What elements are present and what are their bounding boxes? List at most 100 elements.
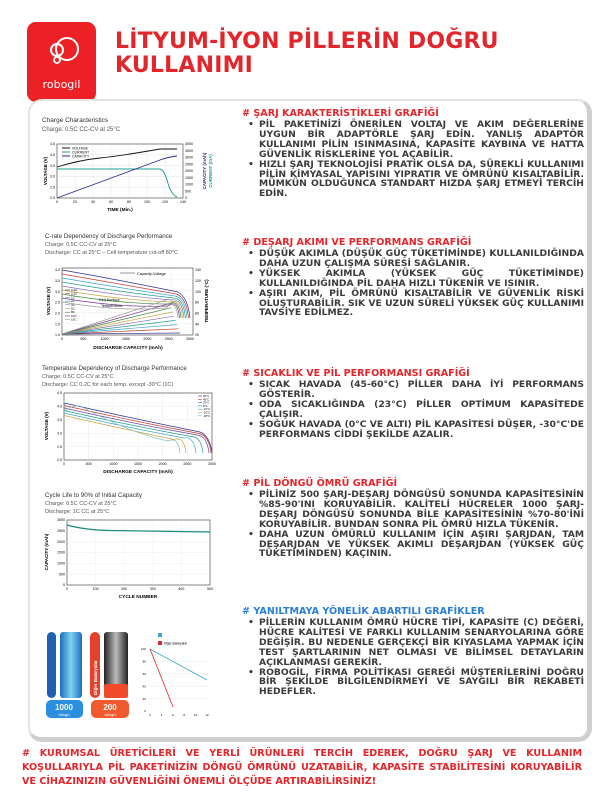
legend-label: 15C xyxy=(71,318,77,322)
chart-subtitle: Charge: 0.5C CC-CV at 25°C xyxy=(42,127,121,133)
tick-label: 3.5 xyxy=(50,164,55,168)
bullet: ROBOGİL, FİRMA POLİTİKASI GEREĞİ MÜŞTERİ… xyxy=(248,667,584,698)
annotation-capacity-voltage: Capacity-Voltage xyxy=(137,272,166,276)
tick-label: 2500 xyxy=(183,462,191,466)
discharge-curve xyxy=(61,293,182,319)
tick-label: 1500 xyxy=(57,551,65,555)
badge-ours-unit: döngü xyxy=(58,712,69,717)
tick-label: 0 xyxy=(185,196,187,200)
tick-label: 500 xyxy=(86,462,92,466)
red-side-bar xyxy=(90,632,100,698)
tick-label: 1000 xyxy=(101,337,109,341)
tick-label: 2.0 xyxy=(55,312,60,316)
tick-label: 140 xyxy=(180,200,186,204)
discharge-curve xyxy=(63,407,210,454)
tick-label: 4.5 xyxy=(57,391,62,395)
tick-label: 60 xyxy=(143,672,147,676)
tick-label: 40 xyxy=(143,684,147,688)
tick-label: 40 xyxy=(195,322,199,326)
tick-label: 200 xyxy=(121,587,127,591)
section-discharge: # DEŞARJ AKIMI VE PERFORMANS GRAFİĞİ DÜŞ… xyxy=(242,237,584,318)
tick-label: 500 xyxy=(185,189,191,193)
other-batteries-label: Diğer Bataryalar xyxy=(93,660,98,695)
cycle-life-chart: Cycle Life to 90% of Initial Capacity Ch… xyxy=(44,492,213,600)
annotation-cell-surface: Cell Surface xyxy=(99,298,120,302)
tick-label: 2.5 xyxy=(55,301,60,305)
logo-wordmark: robogil xyxy=(42,78,81,91)
badge-other xyxy=(91,700,129,718)
capacity-line xyxy=(56,155,178,199)
tick-label: 80 xyxy=(195,301,199,305)
c-rate-discharge-chart: C-rate Dependency of Discharge Performan… xyxy=(45,233,209,351)
chart-subtitle-2: Discharge: 1C CC at 25°C xyxy=(45,509,109,515)
tick-label: 0 xyxy=(63,462,65,466)
tick-label: 20 xyxy=(143,697,147,701)
tick-label: 500 xyxy=(80,337,86,341)
tick-label: 3.0 xyxy=(55,290,60,294)
tick-label: 500 xyxy=(59,572,65,576)
chart-title: Temperature Dependency of Discharge Perf… xyxy=(42,365,187,372)
bullet: PİLİNİZ 500 ŞARJ-DEŞARJ DÖNGÜSÜ SONUNDA … xyxy=(248,490,584,530)
tick-label: 2 xyxy=(149,713,151,717)
tick-label: 2.0 xyxy=(57,458,62,462)
discharge-curve xyxy=(63,402,213,454)
badge-other-number: 200 xyxy=(103,703,117,712)
tick-label: 2000 xyxy=(57,540,65,544)
legend-ours-swatch xyxy=(158,633,162,637)
y3-axis-label: CURRENT (mA) xyxy=(208,154,213,188)
legend-label: 0°C xyxy=(203,404,208,408)
legend-label: -10°C xyxy=(203,407,210,411)
tick-label: 4 xyxy=(161,713,163,717)
x-axis-label: DISCHARGE CAPACITY (mAh) xyxy=(93,345,163,351)
discharge-curve xyxy=(61,273,189,319)
badge-other-unit: döngü xyxy=(104,712,115,717)
charge-characteristics-chart: Charge Characteristics Charge: 0.5C CC-C… xyxy=(42,117,213,213)
tick-label: 2.5 xyxy=(50,185,55,189)
legend-label: 5C xyxy=(71,307,76,311)
discharge-curve xyxy=(61,289,183,319)
tick-label: 6 xyxy=(172,713,174,717)
current-line xyxy=(57,168,178,198)
tick-label: 120 xyxy=(162,200,168,204)
temperature-curve xyxy=(61,320,176,335)
tick-label: 140 xyxy=(195,268,201,272)
tick-label: 60 xyxy=(195,312,199,316)
tick-label: 8 xyxy=(183,713,185,717)
tick-label: 2.0 xyxy=(50,196,55,200)
discharge-curve xyxy=(61,281,186,319)
tick-label: 500 xyxy=(207,587,213,591)
discharge-curve xyxy=(63,399,181,454)
tick-label: 3000 xyxy=(57,518,65,522)
y-axis-label: CAPACITY (mAh) xyxy=(44,533,49,570)
tick-label: 1000 xyxy=(185,183,193,187)
legend-other-label: Diğer Bataryalar xyxy=(164,642,188,646)
y-axis-label: VOLTAGE (V) xyxy=(43,156,48,185)
section-temperature: # SICAKLIK VE PİL PERFORMANSI GRAFİĞİ SI… xyxy=(242,368,584,439)
tick-label: 400 xyxy=(178,587,184,591)
gray-battery xyxy=(104,632,128,698)
bullet: HIZLI ŞARJ TEKNOLOJİSİ PRATİK OLSA DA, S… xyxy=(248,159,584,200)
tick-label: 40 xyxy=(91,200,95,204)
tick-label: 100 xyxy=(93,587,99,591)
tick-label: 20 xyxy=(73,200,77,204)
bullet: DÜŞÜK AKIMLA (DÜŞÜK GÜÇ TÜKETİMİNDE) KUL… xyxy=(248,249,584,269)
discharge-curve xyxy=(63,415,187,454)
tick-label: 0 xyxy=(66,587,68,591)
discharge-curve xyxy=(63,405,212,454)
discharge-curve xyxy=(61,297,180,319)
logo-bubbles-icon xyxy=(50,37,79,64)
x-axis-label: TIME (Min.) xyxy=(107,207,133,213)
temperature-curve xyxy=(61,328,179,335)
y2-axis-label: CAPACITY (mAh) xyxy=(202,152,207,189)
legend-label: 2C xyxy=(71,299,76,303)
section-charge: # ŞARJ KARAKTERİSTİKLERİ GRAFİĞİ PİL PAK… xyxy=(242,108,584,199)
chart-subtitle: Charge: 0.5C CC-CV at 25°C xyxy=(45,501,117,507)
tick-label: 2500 xyxy=(185,162,193,166)
discharge-curve xyxy=(61,277,188,319)
y2-axis-label: TEMPERATURE (°C) xyxy=(204,279,209,323)
ours-line xyxy=(149,648,208,681)
chart-subtitle-2: Discharge: CC 0.2C for each temp. except… xyxy=(42,382,173,388)
discharge-curve xyxy=(63,412,197,454)
legend-label: 8C xyxy=(71,310,76,314)
page-title: LİTYUM-İYON PİLLERİN DOĞRU KULLANIMI xyxy=(115,30,499,78)
